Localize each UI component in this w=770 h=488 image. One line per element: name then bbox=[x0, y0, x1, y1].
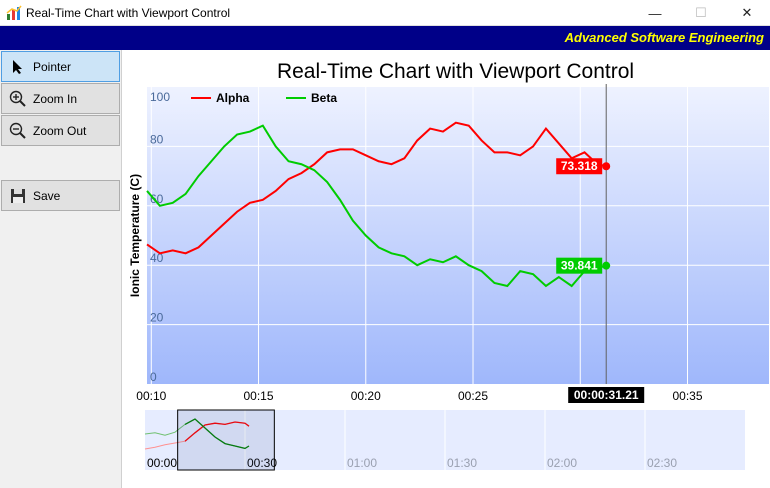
value-marker-alpha bbox=[602, 162, 611, 171]
navigator-tick-label: 02:00 bbox=[547, 456, 577, 470]
save-label: Save bbox=[33, 188, 61, 203]
title-bar[interactable]: Real-Time Chart with Viewport Control — … bbox=[0, 0, 770, 26]
navigator-tick-label: 01:30 bbox=[447, 456, 477, 470]
close-button[interactable]: ✕ bbox=[741, 5, 753, 20]
y-tick-label: 0 bbox=[150, 370, 157, 384]
series-line-alpha bbox=[146, 121, 607, 255]
x-tick-label: 00:10 bbox=[136, 389, 166, 403]
navigator-viewport-line-alpha bbox=[184, 421, 250, 442]
pointer-button[interactable]: Pointer bbox=[1, 51, 120, 82]
save-button[interactable]: Save bbox=[1, 180, 120, 211]
zoom-in-label: Zoom In bbox=[33, 91, 78, 106]
navigator-viewport-line-beta bbox=[184, 418, 250, 450]
zoom-in-button[interactable]: Zoom In bbox=[1, 83, 120, 114]
maximize-button[interactable]: ☐ bbox=[695, 5, 707, 20]
y-tick-label: 80 bbox=[150, 132, 164, 146]
pointer-icon bbox=[8, 58, 28, 76]
main-chart[interactable]: 0 20 40 60 80 100 Ionic Temperature (C) 00:10 00… bbox=[122, 84, 770, 406]
value-marker-beta bbox=[602, 261, 611, 270]
sidebar: Pointer Zoom In Zoom Out Save bbox=[0, 50, 122, 488]
y-tick-label: 40 bbox=[150, 251, 164, 265]
cursor-time-label: 00:00:31.21 bbox=[574, 388, 639, 402]
value-label-beta: 39.841 bbox=[561, 259, 598, 273]
value-label-box-beta bbox=[556, 257, 603, 274]
series-line-beta bbox=[146, 124, 607, 288]
navigator-tick-label: 02:30 bbox=[647, 456, 677, 470]
y-tick-label: 100 bbox=[150, 90, 170, 104]
zoom-out-button[interactable]: Zoom Out bbox=[1, 115, 120, 146]
plot-background bbox=[147, 87, 769, 384]
legend-label-beta: Beta bbox=[311, 91, 337, 105]
cursor-time-box bbox=[568, 387, 645, 403]
value-label-alpha: 73.318 bbox=[561, 159, 598, 173]
navigator-tick-label: 00:30 bbox=[247, 456, 277, 470]
minimize-button[interactable]: — bbox=[648, 5, 662, 21]
y-axis-label: Ionic Temperature (C) bbox=[128, 174, 142, 297]
app-icon bbox=[6, 5, 22, 20]
zoom-in-icon bbox=[8, 90, 28, 108]
brand-bar: Advanced Software Engineering bbox=[0, 26, 770, 50]
brand-label: Advanced Software Engineering bbox=[564, 30, 764, 45]
save-icon bbox=[8, 187, 28, 205]
viewport-selection-box[interactable] bbox=[177, 409, 275, 471]
chart-title: Real-Time Chart with Viewport Control bbox=[276, 60, 635, 83]
navigator-tick-label: 00:00 bbox=[147, 456, 177, 470]
y-tick-label: 20 bbox=[150, 311, 164, 325]
navigator-tick-label: 01:00 bbox=[347, 456, 377, 470]
window-title: Real-Time Chart with Viewport Control bbox=[26, 6, 231, 20]
x-tick-label: 00:35 bbox=[672, 389, 702, 403]
zoom-out-label: Zoom Out bbox=[33, 123, 87, 138]
zoom-out-icon bbox=[8, 122, 28, 140]
x-tick-label: 00:25 bbox=[458, 389, 488, 403]
value-label-box-alpha bbox=[556, 158, 603, 175]
x-tick-label: 00:20 bbox=[351, 389, 381, 403]
y-tick-label: 60 bbox=[150, 192, 164, 206]
x-tick-label: 00:15 bbox=[244, 389, 274, 403]
viewport-navigator-chart[interactable]: 00:00 00:30 01:00 01:30 02:00 02:30 bbox=[140, 408, 770, 472]
pointer-label: Pointer bbox=[33, 59, 72, 74]
legend-label-alpha: Alpha bbox=[216, 91, 250, 105]
